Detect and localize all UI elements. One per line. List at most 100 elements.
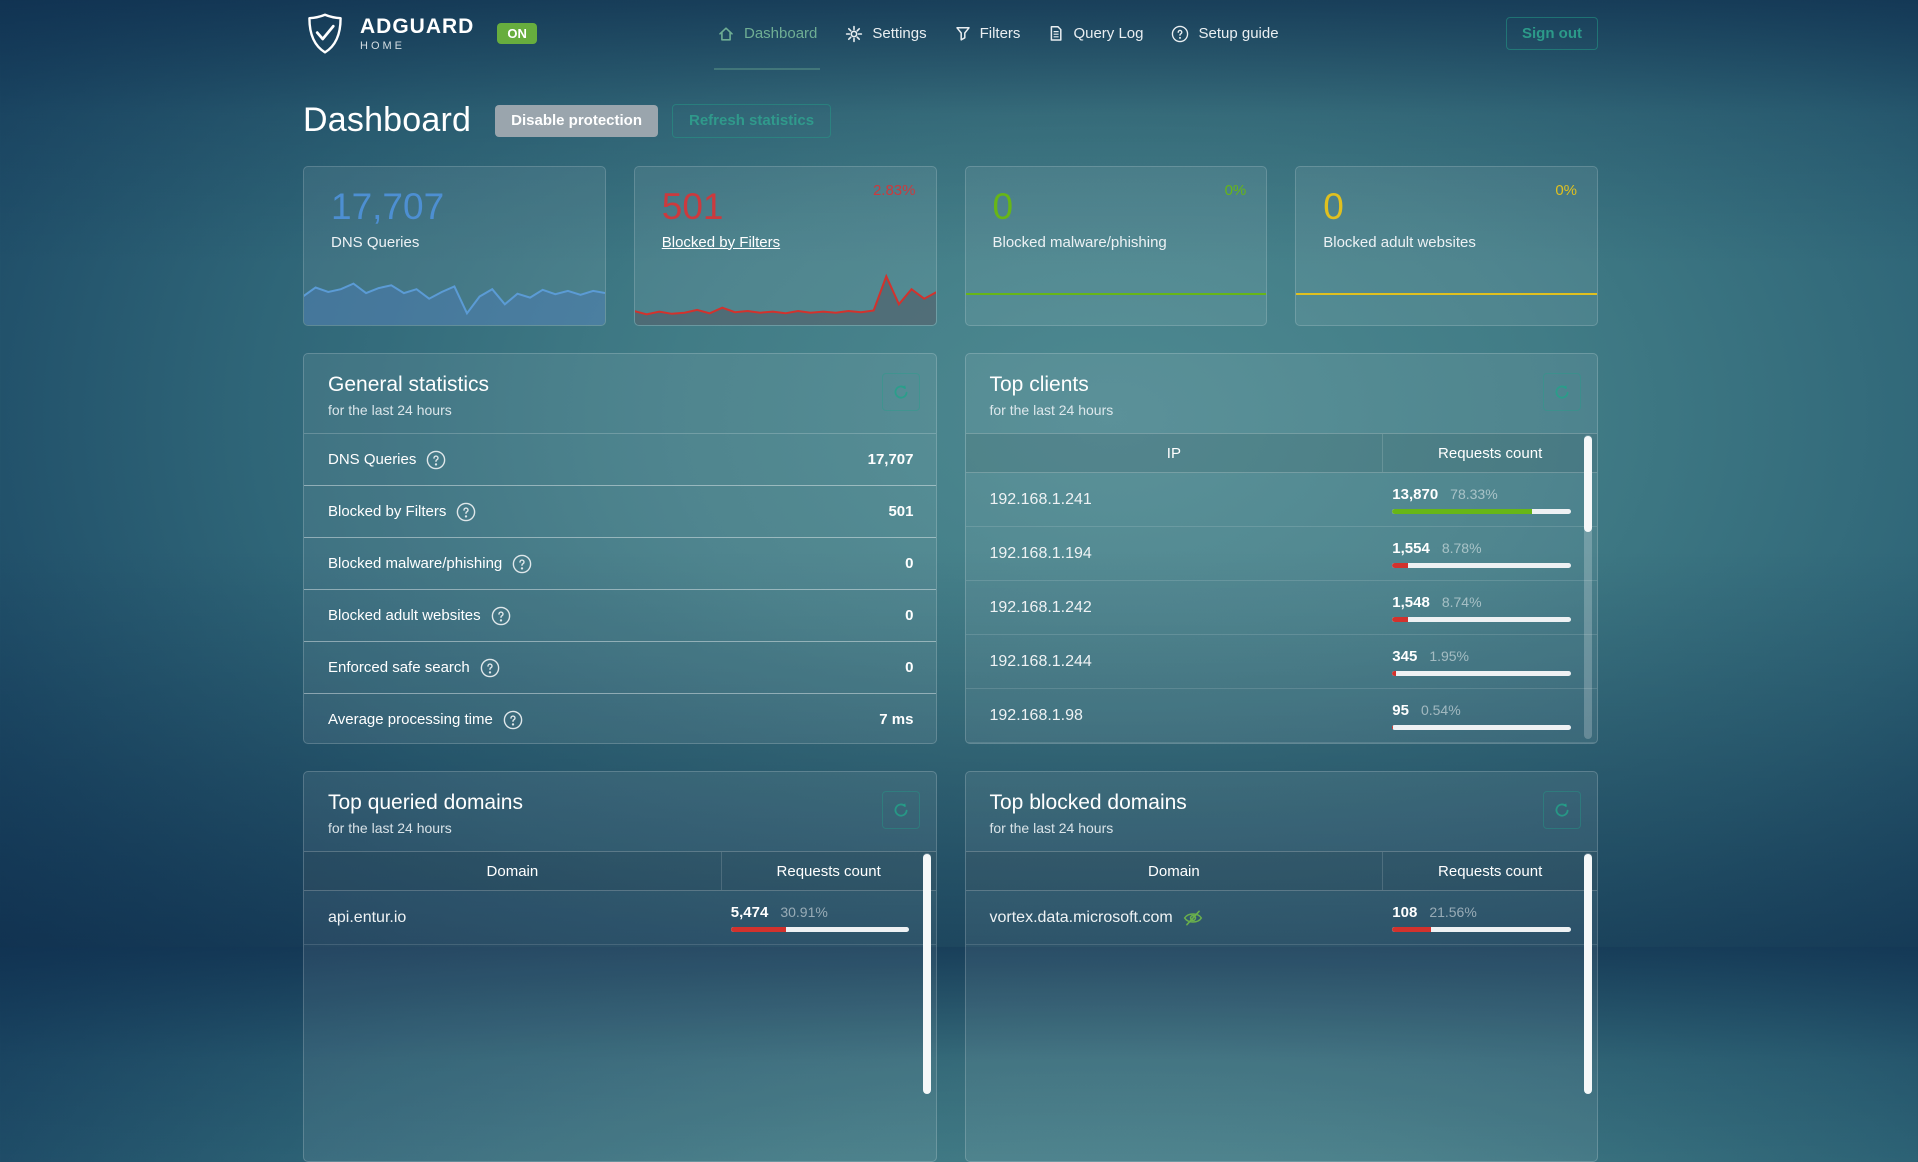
refresh-icon [893, 802, 909, 818]
panel-subtitle: for the last 24 hours [328, 402, 452, 419]
help-tooltip-icon[interactable] [503, 710, 523, 730]
client-ip: 192.168.1.242 [989, 598, 1092, 616]
domain-name: vortex.data.microsoft.com [989, 908, 1173, 926]
general-statistics-list: DNS Queries 17,707 Blocked by Filters 50… [304, 433, 936, 743]
help-circle-icon [1171, 25, 1189, 43]
sign-out-button[interactable]: Sign out [1506, 17, 1598, 50]
stat-label: Blocked malware/phishing [992, 233, 1167, 251]
funnel-icon [955, 25, 971, 42]
request-count: 1,554 [1392, 539, 1430, 557]
scrollbar-thumb[interactable] [922, 854, 931, 1094]
stat-percent: 0% [1224, 182, 1247, 199]
request-count: 345 [1392, 647, 1418, 665]
stat-value: 501 [661, 186, 724, 227]
refresh-button[interactable] [881, 373, 920, 411]
client-ip: 192.168.1.244 [989, 652, 1092, 670]
panel-header: General statistics for the last 24 hours [304, 354, 936, 433]
panel-subtitle: for the last 24 hours [989, 402, 1114, 419]
blocked-adult-sparkline [1296, 293, 1597, 295]
stat-row-value: 0 [905, 555, 914, 572]
nav-item-label: Filters [979, 25, 1021, 42]
refresh-button[interactable] [1543, 791, 1581, 829]
nav-item-label: Dashboard [744, 25, 818, 42]
progress-bar [1392, 562, 1571, 568]
stat-row-value: 7 ms [879, 711, 914, 728]
request-percent: 8.74% [1441, 593, 1482, 610]
table-header: IP Requests count [965, 433, 1597, 473]
panel-subtitle: for the last 24 hours [989, 820, 1114, 837]
nav-item-settings[interactable]: Settings [845, 0, 927, 67]
stat-row: DNS Queries 17,707 [304, 433, 936, 485]
request-percent: 1.95% [1429, 647, 1470, 664]
request-percent: 21.56% [1429, 903, 1477, 920]
progress-bar [1392, 508, 1571, 514]
domain-row: vortex.data.microsoft.com [965, 891, 1597, 945]
stat-card-blocked-adult: 0% 0 Blocked adult websites [1295, 166, 1598, 326]
brand-logo[interactable]: ADGUARD HOME ON [303, 12, 537, 56]
blocked-by-filters-link[interactable]: Blocked by Filters [661, 233, 781, 251]
stat-label: Blocked adult websites [1323, 233, 1476, 251]
client-ip: 192.168.1.98 [989, 706, 1083, 724]
client-row: 192.168.1.242 1,548 8.74% [965, 581, 1597, 635]
page-header: Dashboard Disable protection Refresh sta… [303, 101, 1598, 140]
domain-row: api.entur.io 5,474 30.91% [304, 891, 936, 945]
request-count: 108 [1392, 903, 1418, 921]
domain-name: api.entur.io [328, 908, 407, 926]
nav-item-filters[interactable]: Filters [955, 0, 1021, 67]
panel-header: Top blocked domains for the last 24 hour… [966, 772, 1598, 851]
stat-row: Blocked malware/phishing 0 [304, 537, 936, 589]
refresh-button[interactable] [1543, 373, 1581, 411]
nav-item-setup-guide[interactable]: Setup guide [1171, 0, 1279, 67]
stat-label: DNS Queries [331, 233, 420, 251]
refresh-statistics-button[interactable]: Refresh statistics [672, 103, 832, 138]
nav-item-query-log[interactable]: Query Log [1048, 0, 1143, 67]
nav-item-label: Settings [872, 25, 927, 42]
panel-title: Top clients [989, 373, 1089, 396]
help-tooltip-icon[interactable] [512, 554, 532, 574]
request-count: 1,548 [1392, 593, 1430, 611]
stat-row-label: DNS Queries [328, 451, 417, 468]
eye-slash-icon [1183, 910, 1203, 926]
stat-row-value: 17,707 [867, 451, 914, 468]
request-percent: 78.33% [1450, 485, 1498, 502]
request-count: 5,474 [730, 903, 769, 921]
general-statistics-panel: General statistics for the last 24 hours [303, 353, 937, 744]
column-header-domain: Domain [1148, 862, 1200, 880]
disable-protection-button[interactable]: Disable protection [495, 104, 658, 137]
scrollbar-thumb[interactable] [1584, 436, 1592, 532]
document-icon [1048, 25, 1064, 42]
column-header-domain: Domain [486, 862, 539, 880]
top-blocked-domains-panel: Top blocked domains for the last 24 hour… [964, 771, 1598, 1162]
page-title: Dashboard [303, 101, 472, 139]
stat-cards-row: 17,707 DNS Queries 2.83% 501 Blocked by … [303, 166, 1598, 326]
panel-title: Top blocked domains [989, 791, 1187, 814]
stat-row: Average processing time 7 ms [304, 693, 936, 743]
stat-row-label: Blocked adult websites [328, 607, 481, 624]
protection-status-badge: ON [497, 23, 537, 44]
help-tooltip-icon[interactable] [456, 502, 476, 522]
help-tooltip-icon[interactable] [480, 658, 500, 678]
column-header-ip: IP [1166, 444, 1181, 462]
top-queried-domains-panel: Top queried domains for the last 24 hour… [303, 771, 937, 1162]
table-header: Domain Requests count [965, 851, 1597, 891]
request-count: 95 [1392, 701, 1409, 719]
blocked-filters-sparkline [634, 258, 936, 325]
request-percent: 0.54% [1420, 701, 1461, 718]
help-tooltip-icon[interactable] [426, 450, 446, 470]
client-ip: 192.168.1.241 [989, 490, 1092, 508]
stat-row-value: 0 [905, 659, 914, 676]
nav-item-dashboard[interactable]: Dashboard [713, 0, 821, 70]
scrollbar-thumb[interactable] [1584, 854, 1592, 1094]
column-header-requests: Requests count [1382, 852, 1597, 890]
refresh-icon [1554, 802, 1570, 818]
stat-row-label: Enforced safe search [328, 659, 470, 676]
refresh-icon [1554, 384, 1570, 400]
stat-row: Blocked by Filters 501 [304, 485, 936, 537]
progress-bar [1392, 926, 1571, 932]
refresh-button[interactable] [881, 791, 920, 829]
help-tooltip-icon[interactable] [491, 606, 511, 626]
main-nav: Dashboard Settings [713, 0, 1279, 70]
stat-card-blocked-malware: 0% 0 Blocked malware/phishing [964, 166, 1268, 326]
client-row: 192.168.1.241 13,870 78.33% [965, 473, 1597, 527]
table-header: Domain Requests count [304, 851, 936, 891]
